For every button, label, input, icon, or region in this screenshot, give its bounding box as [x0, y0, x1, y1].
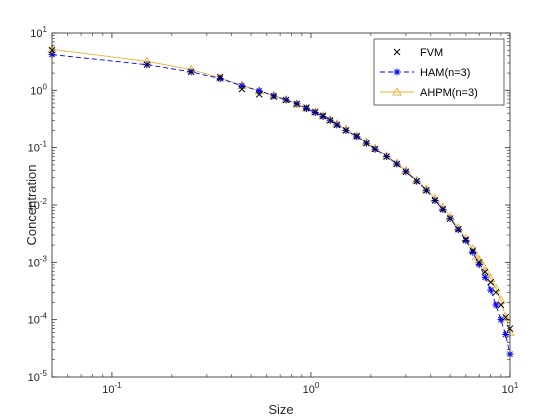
legend-marker-fvm — [393, 48, 401, 56]
data-point-ham-n-3 — [303, 105, 311, 113]
data-point-ham-n-3 — [502, 331, 510, 339]
data-point-fvm — [462, 236, 470, 243]
data-point-fvm — [487, 278, 495, 286]
data-point-fvm — [270, 93, 278, 100]
y-tick-label: 100 — [30, 82, 47, 97]
data-layer — [47, 44, 515, 358]
y-tick-exponent: -1 — [40, 140, 48, 149]
series-line-ham-n-3 — [51, 54, 511, 355]
y-tick-exponent: -3 — [40, 254, 48, 263]
data-point-fvm — [497, 301, 505, 309]
data-point-fvm — [454, 225, 462, 233]
data-point-fvm — [238, 85, 246, 93]
y-tick-base: 10 — [28, 257, 40, 269]
data-point-ham-n-3 — [481, 273, 489, 281]
y-tick-base: 10 — [28, 372, 40, 384]
data-point-fvm — [475, 258, 483, 266]
y-tick-exponent: -4 — [40, 312, 48, 321]
data-point-fvm — [383, 153, 390, 160]
y-tick-label: 101 — [30, 25, 47, 40]
x-tick-exponent: -1 — [114, 381, 122, 390]
data-point-ham-n-3 — [475, 260, 483, 268]
y-tick-base: 10 — [30, 85, 42, 97]
y-tick-label: 10-2 — [28, 197, 48, 212]
legend-label-ham-n-3: HAM(n=3) — [420, 67, 470, 79]
legend-marker-ahpm-n-3 — [392, 87, 402, 96]
legend: FVM HAM(n=3) AHPM(n=3) — [373, 38, 505, 106]
data-point-ahpm-n-3 — [491, 283, 501, 292]
data-point-ahpm-n-3 — [496, 295, 506, 304]
data-point-fvm — [423, 187, 430, 194]
data-point-ham-n-3 — [462, 237, 470, 245]
data-point-fvm — [393, 160, 401, 168]
data-point-ahpm-n-3 — [500, 312, 511, 321]
data-point-fvm — [333, 121, 341, 129]
data-point-fvm — [446, 215, 454, 222]
data-point-ham-n-3 — [497, 316, 505, 324]
y-tick-label: 10-5 — [28, 369, 48, 384]
y-tick-exponent: -2 — [40, 197, 48, 206]
legend-marker-ham-n-3 — [393, 68, 401, 76]
data-point-ham-n-3 — [255, 87, 263, 95]
legend-label-fvm: FVM — [420, 47, 443, 59]
data-point-fvm — [293, 100, 301, 108]
legend-label-ahpm-n-3: AHPM(n=3) — [420, 87, 478, 99]
x-tick-base: 10 — [303, 384, 315, 396]
data-point-fvm — [439, 205, 447, 213]
data-point-fvm — [492, 288, 500, 296]
data-point-fvm — [431, 197, 439, 204]
x-tick-base: 10 — [102, 384, 114, 396]
y-tick-base: 10 — [28, 200, 40, 212]
data-point-fvm — [282, 96, 290, 104]
data-point-fvm — [353, 132, 361, 140]
data-point-fvm — [402, 168, 410, 176]
data-point-ham-n-3 — [238, 82, 246, 90]
data-point-fvm — [255, 91, 263, 98]
x-axis-title: Size — [268, 402, 293, 417]
y-tick-exponent: 0 — [43, 82, 48, 91]
legend-item-ham-n-3: HAM(n=3) — [380, 67, 470, 79]
data-point-fvm — [303, 104, 310, 111]
data-point-fvm — [187, 68, 195, 76]
data-point-ham-n-3 — [469, 248, 477, 256]
data-point-ham-n-3 — [492, 301, 500, 309]
y-tick-label: 10-3 — [28, 254, 48, 269]
y-tick-base: 10 — [28, 143, 40, 155]
data-point-fvm — [326, 116, 334, 124]
y-tick-base: 10 — [28, 315, 40, 327]
x-tick-label: 10-1 — [102, 381, 122, 396]
series-fvm — [48, 46, 514, 332]
data-point-fvm — [371, 145, 379, 153]
y-tick-label: 10-4 — [28, 312, 48, 327]
data-point-fvm — [363, 139, 370, 147]
x-tick-exponent: 0 — [315, 381, 320, 390]
data-point-fvm — [481, 268, 489, 276]
legend-item-ahpm-n-3: AHPM(n=3) — [380, 87, 478, 99]
x-tick-label: 100 — [303, 381, 320, 396]
y-tick-exponent: -5 — [40, 369, 48, 378]
y-tick-base: 10 — [30, 28, 42, 40]
data-point-ham-n-3 — [216, 75, 224, 83]
data-point-fvm — [143, 61, 151, 69]
y-tick-label: 10-1 — [28, 140, 48, 155]
data-point-ham-n-3 — [353, 133, 361, 141]
data-point-fvm — [216, 73, 224, 81]
data-point-fvm — [311, 108, 319, 116]
data-point-fvm — [342, 127, 350, 134]
legend-item-fvm: FVM — [393, 47, 443, 59]
data-point-fvm — [469, 247, 477, 254]
data-point-ham-n-3 — [487, 286, 495, 294]
x-tick-exponent: 1 — [514, 381, 519, 390]
data-point-fvm — [413, 177, 421, 185]
x-tick-label: 101 — [502, 381, 519, 396]
x-tick-base: 10 — [502, 384, 514, 396]
data-point-fvm — [319, 112, 327, 120]
y-tick-exponent: 1 — [43, 25, 48, 34]
y-axis-title: Concentration — [24, 165, 39, 246]
